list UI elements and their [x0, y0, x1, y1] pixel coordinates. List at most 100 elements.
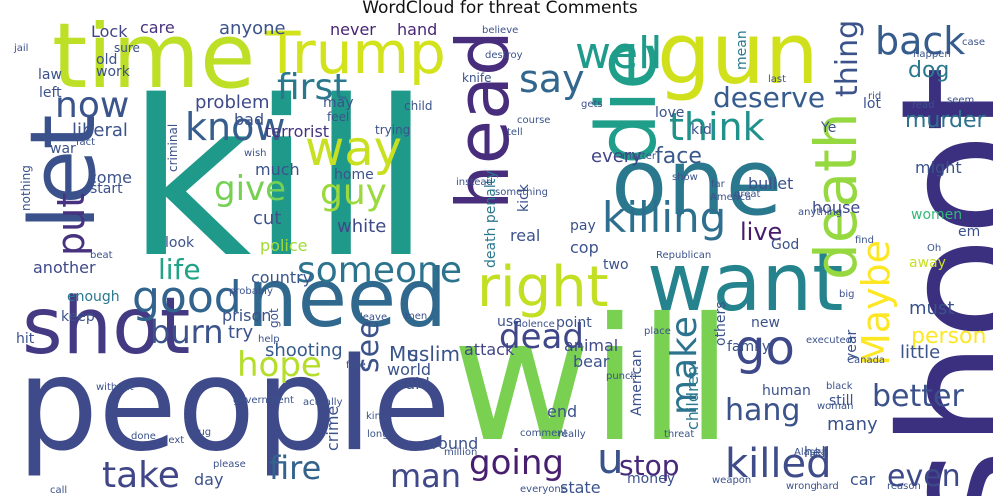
word-love: love — [655, 105, 685, 121]
word-killed: killed — [725, 441, 832, 487]
word-will: will — [452, 282, 733, 480]
word-read: read — [912, 100, 935, 111]
word-white: white — [337, 216, 387, 237]
word-person: person — [911, 324, 987, 349]
word-crime: crime — [323, 405, 342, 451]
word-long: long — [367, 429, 389, 440]
word-tell: tell — [507, 127, 523, 138]
word-s: s — [408, 342, 419, 366]
word-way: way — [305, 121, 403, 177]
word-bullet: bullet — [748, 174, 794, 193]
word-actually: actually — [303, 397, 343, 408]
word-women: women — [911, 207, 963, 223]
word-trying: trying — [375, 123, 411, 137]
word-child: child — [404, 99, 433, 113]
word-weapon: weapon — [712, 475, 752, 486]
word-good: good — [132, 272, 242, 323]
word-really: really — [558, 429, 586, 440]
word-republican: Republican — [656, 250, 712, 261]
word-threat: threat — [664, 429, 695, 440]
word-beat: beat — [90, 250, 113, 261]
word-house: house — [812, 198, 861, 217]
word-country: country — [251, 268, 313, 287]
word-deserve: deserve — [713, 81, 826, 114]
word-man: man — [390, 457, 462, 495]
word-knife: knife — [462, 71, 492, 85]
word-woman: woman — [817, 401, 854, 412]
word-american: American — [629, 349, 645, 416]
word-matter: matter — [622, 151, 656, 162]
word-end: end — [547, 402, 578, 421]
word-law: law — [38, 67, 62, 83]
word-old: old — [96, 52, 118, 68]
word-prison: prison — [222, 306, 272, 325]
word-hit: hit — [16, 331, 35, 347]
word-even: even — [887, 459, 961, 494]
word-sure: sure — [114, 41, 140, 55]
word-mean: mean — [734, 30, 750, 70]
word-million: million — [444, 447, 478, 458]
word-help: help — [258, 334, 280, 345]
word-oh: Oh — [927, 243, 942, 254]
word-cop: cop — [570, 238, 599, 257]
word-ye: Ye — [821, 120, 837, 136]
word-please: please — [213, 459, 246, 470]
word-black: black — [826, 381, 853, 392]
word-others: others — [713, 301, 729, 346]
word-war: war — [50, 141, 76, 157]
word-shot: shot — [22, 282, 191, 372]
word-know: know — [185, 105, 286, 149]
word-car: car — [850, 470, 876, 489]
word-real: real — [510, 226, 541, 245]
word-two: two — [603, 257, 629, 273]
word-comment: comment — [520, 428, 568, 439]
word-u: u — [597, 434, 624, 483]
word-government: government — [233, 395, 294, 406]
word-executed: executed — [806, 335, 852, 346]
word-kill: kill — [127, 54, 431, 305]
word-live: live — [740, 218, 783, 246]
word-family: family — [727, 339, 771, 355]
word-better: better — [872, 379, 964, 414]
word-back: back — [875, 20, 966, 63]
word-put: put — [49, 192, 93, 256]
word-come: come — [88, 168, 133, 187]
word-look: look — [165, 235, 195, 251]
word-going: going — [469, 443, 564, 483]
word-maybe: Maybe — [854, 239, 898, 366]
word-believe: believe — [482, 25, 519, 36]
word-might: might — [915, 158, 962, 177]
word-last: last — [768, 74, 787, 85]
word-right: right — [477, 255, 609, 320]
word-go: go — [735, 320, 795, 376]
word-rid: rid — [868, 91, 882, 102]
word-enough: enough — [67, 289, 120, 305]
word-state: state — [560, 478, 601, 496]
word-animal: animal — [564, 336, 619, 355]
word-criminal: criminal — [166, 123, 180, 172]
word-wish: wish — [244, 148, 267, 159]
word-dead: dead — [499, 317, 584, 357]
word-left: left — [39, 85, 62, 101]
word-hell: hell — [804, 445, 830, 461]
word-face: face — [655, 144, 702, 169]
word-attack: attack — [464, 340, 515, 359]
word-every: every — [591, 146, 642, 167]
word-children: children — [683, 365, 702, 430]
word-got: got — [267, 308, 281, 328]
word-em: em — [958, 224, 981, 240]
word-bear: bear — [573, 352, 610, 371]
word-one: one — [611, 129, 783, 236]
word-think: think — [669, 105, 765, 149]
word-take: take — [102, 455, 180, 496]
word-lock: Lock — [91, 22, 128, 41]
word-reason: reason — [887, 481, 921, 492]
word-cut: cut — [253, 208, 282, 229]
word-hang: hang — [725, 393, 801, 428]
word-cloud: kill will shoot people one let time gun need want… — [7, 20, 993, 496]
word-murder: murder — [905, 108, 986, 133]
word-first: first — [277, 67, 348, 108]
word-gets: gets — [581, 99, 603, 110]
word-human: human — [762, 383, 811, 399]
word-without: without — [96, 382, 134, 393]
